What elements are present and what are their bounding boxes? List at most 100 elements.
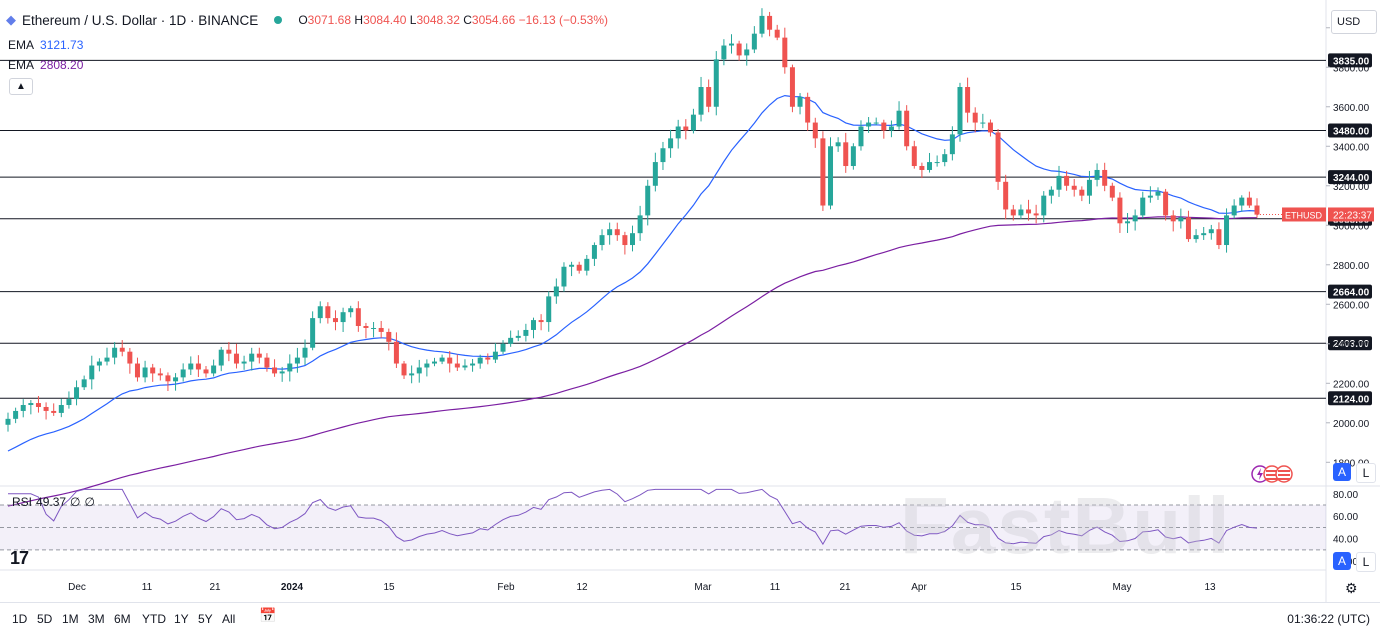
timeframe-5y-button[interactable]: 5Y — [198, 612, 213, 626]
candle-body — [1094, 169, 1100, 180]
candle-body — [904, 110, 910, 147]
y-tick-label: 2600.00 — [1333, 300, 1370, 311]
candle-body — [591, 245, 597, 259]
candle-body — [249, 353, 255, 362]
candle-body — [698, 87, 704, 115]
chart-grid — [0, 0, 1380, 602]
y-tick-label: 2800.00 — [1333, 261, 1370, 272]
candle-body — [584, 258, 590, 271]
candle-body — [668, 138, 674, 149]
symbol-title[interactable]: Ethereum / U.S. Dollar · 1D · BINANCE — [22, 12, 259, 28]
candle-body — [226, 349, 232, 354]
candle-body — [1041, 195, 1047, 216]
timeframe-all-button[interactable]: All — [222, 612, 236, 626]
axes: 1800.00 2000.00 2200.00 2400.00 2600.00 2800.… — [68, 24, 1369, 593]
candle-body — [74, 387, 80, 400]
candle-body — [896, 110, 902, 127]
rsi-tick-label: 80.00 — [1333, 490, 1358, 501]
candle-body — [987, 122, 993, 133]
candle-body — [1246, 197, 1252, 206]
candle-body — [789, 67, 795, 107]
candle-body — [972, 112, 978, 123]
timeframe-5d-button[interactable]: 5D — [37, 612, 53, 626]
level-label: 2124.00 — [1333, 394, 1370, 405]
candle-body — [1086, 179, 1092, 196]
y-tick-label: 1800.00 — [1333, 458, 1370, 469]
tradingview-logo[interactable]: 17 — [10, 548, 29, 568]
candle-body — [1064, 175, 1070, 186]
candle-body — [310, 318, 316, 348]
candle-body — [957, 87, 963, 135]
candle-body — [1048, 189, 1054, 196]
candle-body — [736, 43, 742, 56]
candle-body — [622, 235, 628, 246]
bottom-toolbar: 1D 5D 1M 3M 6M YTD 1Y 5Y All 01:36:22 (UTC) — [0, 602, 1380, 636]
candle-body — [492, 351, 498, 360]
candle-body — [1201, 233, 1207, 236]
ema-fast-legend[interactable]: EMA 3121.73 — [8, 38, 84, 52]
candle-body — [660, 148, 666, 163]
utc-clock[interactable]: 01:36:22 (UTC) — [1287, 612, 1370, 626]
candle-body — [1231, 205, 1237, 216]
x-tick-label: Mar — [694, 582, 712, 593]
candle-body — [553, 286, 559, 297]
candle-body — [294, 357, 300, 364]
x-tick-label: Dec — [68, 582, 86, 593]
timeframe-6m-button[interactable]: 6M — [114, 612, 131, 626]
candle-body — [35, 403, 41, 407]
events-flags-icon[interactable] — [1250, 464, 1296, 484]
timeframe-1m-button[interactable]: 1M — [62, 612, 79, 626]
candle-body — [500, 343, 506, 352]
timeframe-1d-button[interactable]: 1D — [12, 612, 28, 626]
rsi-auto-scale-button[interactable]: A — [1333, 552, 1351, 570]
x-tick-label: 13 — [1204, 582, 1216, 593]
y-tick-label: 3600.00 — [1333, 103, 1370, 114]
candle-body — [1079, 189, 1085, 196]
rsi-line — [8, 488, 1258, 546]
candle-body — [96, 361, 102, 366]
candle-body — [332, 318, 338, 323]
candle-body — [683, 126, 689, 131]
candle-body — [279, 371, 285, 374]
ema-fast-line — [7, 94, 1258, 452]
y-tick-label: 3200.00 — [1333, 182, 1370, 193]
candle-body — [576, 264, 582, 271]
auto-scale-button[interactable]: A — [1333, 463, 1351, 481]
candle-body — [454, 363, 460, 368]
candle-body — [820, 138, 826, 206]
candle-body — [706, 87, 712, 107]
candle-body — [1185, 217, 1191, 240]
log-scale-button[interactable]: L — [1356, 463, 1376, 483]
candle-body — [942, 154, 948, 163]
calendar-range-icon[interactable]: 📅 — [259, 607, 277, 623]
currency-select[interactable]: USD — [1331, 10, 1377, 34]
candle-body — [28, 403, 34, 406]
candle-body — [630, 233, 635, 246]
candle-body — [652, 162, 658, 186]
candle-body — [782, 37, 788, 68]
candle-body — [767, 15, 773, 30]
rsi-log-scale-button[interactable]: L — [1356, 552, 1376, 572]
candle-body — [431, 361, 437, 364]
rsi-legend[interactable]: RSI 49.37 ∅ ∅ — [12, 495, 95, 509]
timeframe-3m-button[interactable]: 3M — [88, 612, 105, 626]
candle-body — [58, 405, 64, 413]
candle-body — [272, 367, 278, 374]
candle-body — [919, 166, 925, 170]
candle-body — [965, 87, 971, 113]
timeframe-ytd-button[interactable]: YTD — [142, 612, 166, 626]
ema-slow-legend[interactable]: EMA 2808.20 — [8, 58, 84, 72]
collapse-legend-button[interactable]: ▲ — [9, 78, 33, 95]
y-tick-label: 2200.00 — [1333, 379, 1370, 390]
candle-body — [1109, 185, 1115, 198]
candle-body — [325, 306, 331, 319]
candle-body — [1208, 229, 1214, 234]
horizontal-levels: 3835.003480.003244.003033.002664.002403.… — [0, 53, 1374, 406]
fastbull-watermark: FastBull — [900, 481, 1232, 570]
candle-body — [119, 347, 125, 352]
timeframe-1y-button[interactable]: 1Y — [174, 612, 189, 626]
settings-icon[interactable]: ⚙ — [1345, 580, 1358, 596]
candle-body — [264, 357, 270, 368]
candle-body — [256, 353, 262, 358]
